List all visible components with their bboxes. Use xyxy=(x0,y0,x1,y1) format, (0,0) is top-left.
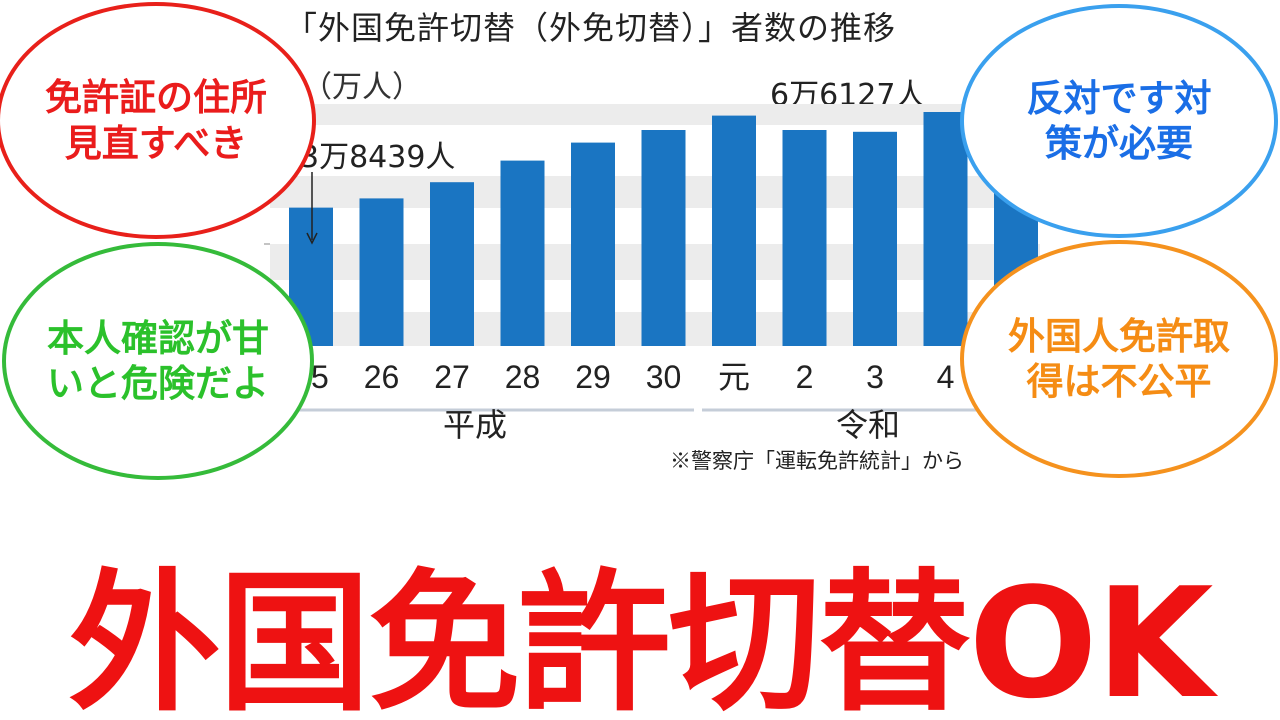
bar xyxy=(641,130,686,346)
x-tick-label: 29 xyxy=(575,359,611,395)
x-tick-label: 2 xyxy=(796,359,814,395)
x-tick-label: 27 xyxy=(434,359,470,395)
bar xyxy=(571,142,615,346)
x-tick-label: 元 xyxy=(718,359,750,395)
bar xyxy=(430,182,474,346)
grid-band xyxy=(270,104,1040,125)
bar xyxy=(500,160,545,346)
headline: 外国免許切替OK xyxy=(68,555,1214,720)
unit-label: （万人） xyxy=(302,70,422,105)
comment-bubble-top-right: 反対です対 策が必要 xyxy=(960,4,1278,238)
x-tick-label: 3 xyxy=(866,359,884,395)
comment-bubble-top-left: 免許証の住所 見直すべき xyxy=(0,2,316,239)
x-tick-label: 26 xyxy=(364,359,400,395)
bar xyxy=(853,131,897,346)
x-tick-label: 30 xyxy=(646,359,682,395)
era-label-reiwa: 令和 xyxy=(836,406,901,444)
comment-bubble-bottom-left: 本人確認が甘 いと危険だよ xyxy=(2,242,314,480)
comment-text-bottom-left: 本人確認が甘 いと危険だよ xyxy=(47,316,269,405)
comment-text-top-right: 反対です対 策が必要 xyxy=(1026,76,1212,165)
comment-text-top-left: 免許証の住所 見直すべき xyxy=(45,76,267,165)
first-bar-annotation: 3万8439人 xyxy=(300,140,456,175)
bar xyxy=(712,115,756,346)
source-note: ※警察庁「運転免許統計」から xyxy=(670,449,964,473)
chart-title: 「外国免許切替（外免切替）」者数の推移 xyxy=(285,9,897,47)
era-label-heisei: 平成 xyxy=(443,406,508,444)
arrow-head xyxy=(306,232,318,245)
x-tick-label: 28 xyxy=(505,359,541,395)
bar xyxy=(359,198,404,346)
bar xyxy=(923,112,968,346)
x-tick-label: 4 xyxy=(937,359,955,395)
comment-bubble-bottom-right: 外国人免許取 得は不公平 xyxy=(960,240,1278,478)
bar xyxy=(782,130,827,346)
comment-text-bottom-right: 外国人免許取 得は不公平 xyxy=(1008,314,1230,403)
